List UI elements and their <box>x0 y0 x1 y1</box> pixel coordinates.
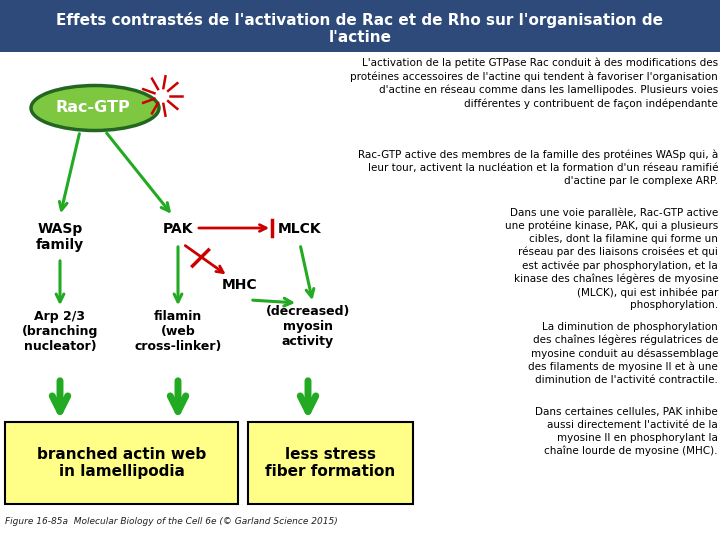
Text: L'activation de la petite GTPase Rac conduit à des modifications des
protéines a: L'activation de la petite GTPase Rac con… <box>350 58 718 109</box>
Text: Dans certaines cellules, PAK inhibe
aussi directement l'activité de la
myosine I: Dans certaines cellules, PAK inhibe auss… <box>535 407 718 456</box>
Text: (decreased)
myosin
activity: (decreased) myosin activity <box>266 305 350 348</box>
Text: WASp
family: WASp family <box>36 222 84 252</box>
Text: PAK: PAK <box>163 222 193 236</box>
Text: MLCK: MLCK <box>278 222 322 236</box>
Text: Figure 16-85a  Molecular Biology of the Cell 6e (© Garland Science 2015): Figure 16-85a Molecular Biology of the C… <box>5 517 338 526</box>
Bar <box>248 422 413 504</box>
Bar <box>5 422 238 504</box>
Text: l'actine: l'actine <box>328 30 392 45</box>
Text: MHC: MHC <box>222 278 258 292</box>
Text: less stress
fiber formation: less stress fiber formation <box>266 447 395 479</box>
Text: Dans une voie parallèle, Rac-GTP active
une protéine kinase, PAK, qui a plusieur: Dans une voie parallèle, Rac-GTP active … <box>505 207 718 310</box>
Text: La diminution de phosphorylation
des chaînes légères régulatrices de
myosine con: La diminution de phosphorylation des cha… <box>528 322 718 385</box>
Bar <box>0 0 720 52</box>
Ellipse shape <box>31 85 159 131</box>
Text: Arp 2/3
(branching
nucleator): Arp 2/3 (branching nucleator) <box>22 310 98 353</box>
Text: filamin
(web
cross-linker): filamin (web cross-linker) <box>135 310 222 353</box>
Text: branched actin web
in lamellipodia: branched actin web in lamellipodia <box>37 447 206 479</box>
Text: Rac-GTP: Rac-GTP <box>55 100 130 116</box>
Text: Effets contrastés de l'activation de Rac et de Rho sur l'organisation de: Effets contrastés de l'activation de Rac… <box>56 12 664 28</box>
Text: Rac-GTP active des membres de la famille des protéines WASp qui, à
leur tour, ac: Rac-GTP active des membres de la famille… <box>358 150 718 186</box>
